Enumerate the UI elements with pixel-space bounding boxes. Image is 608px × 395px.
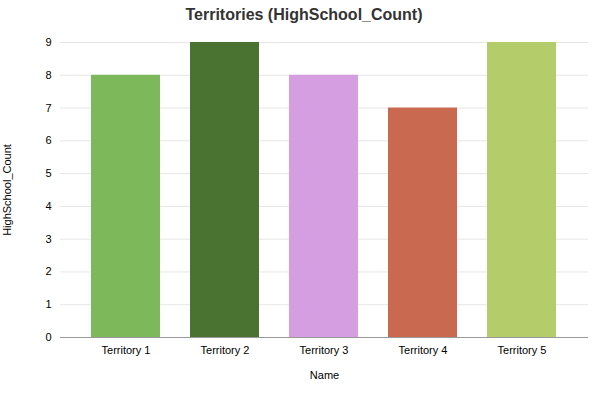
svg-text:7: 7 <box>45 102 51 114</box>
svg-text:6: 6 <box>45 134 51 146</box>
svg-text:1: 1 <box>45 298 51 310</box>
svg-text:Name: Name <box>310 369 339 381</box>
svg-text:Territory 3: Territory 3 <box>300 344 349 356</box>
svg-text:Territory 1: Territory 1 <box>102 344 151 356</box>
svg-text:2: 2 <box>45 265 51 277</box>
svg-text:HighSchool_Count: HighSchool_Count <box>1 144 13 236</box>
svg-text:Territory 2: Territory 2 <box>201 344 250 356</box>
svg-text:9: 9 <box>45 36 51 48</box>
svg-text:3: 3 <box>45 233 51 245</box>
svg-text:5: 5 <box>45 167 51 179</box>
svg-text:0: 0 <box>45 331 51 343</box>
svg-text:Territory 4: Territory 4 <box>399 344 448 356</box>
svg-text:Territory 5: Territory 5 <box>498 344 547 356</box>
svg-text:4: 4 <box>45 200 51 212</box>
svg-text:8: 8 <box>45 69 51 81</box>
html-text:Territories (HighSchool_Count): Territories (HighSchool_Count) <box>185 6 423 23</box>
